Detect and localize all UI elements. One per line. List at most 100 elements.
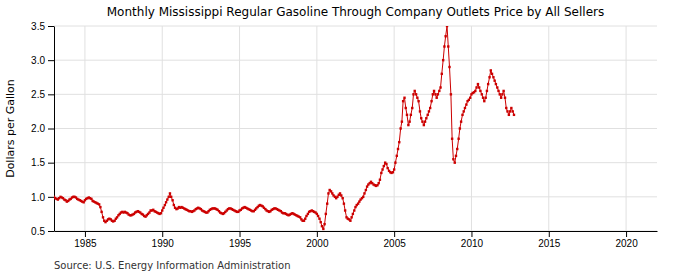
point <box>304 218 306 220</box>
grid-line <box>316 26 317 231</box>
y-tick-mark <box>48 231 54 232</box>
grid-line <box>84 26 85 231</box>
y-tick-label: 2.5 <box>31 89 45 100</box>
point <box>477 83 479 85</box>
point <box>398 141 400 143</box>
x-tick-label: 1995 <box>229 238 252 249</box>
point <box>327 192 329 194</box>
point <box>512 110 514 112</box>
x-tick-label: 2015 <box>538 238 561 249</box>
x-tick-mark <box>394 231 395 237</box>
point <box>402 100 404 102</box>
point <box>414 90 416 92</box>
x-tick: 1995 <box>229 231 252 249</box>
point <box>350 216 352 218</box>
point <box>427 114 429 116</box>
point <box>316 213 318 215</box>
point <box>465 103 467 105</box>
x-tick: 1985 <box>74 231 97 249</box>
grid-line <box>394 26 395 231</box>
grid-line <box>54 94 657 95</box>
grid-line <box>54 128 657 129</box>
chart: 198519901995200020052010201520200.51.01.… <box>0 0 675 275</box>
point <box>90 198 92 200</box>
point <box>379 179 381 181</box>
point <box>354 206 356 208</box>
point <box>406 114 408 116</box>
y-tick-label: 3.0 <box>31 55 45 66</box>
point <box>432 93 434 95</box>
point <box>493 79 495 81</box>
point <box>343 202 345 204</box>
grid-line <box>54 196 657 197</box>
point <box>410 114 412 116</box>
point <box>380 172 382 174</box>
point <box>490 69 492 71</box>
point <box>464 107 466 109</box>
point <box>320 221 322 223</box>
point <box>508 114 510 116</box>
x-axis-line <box>55 231 658 232</box>
x-tick: 1990 <box>152 231 175 249</box>
point <box>479 90 481 92</box>
point <box>451 138 453 140</box>
point <box>502 90 504 92</box>
y-tick-mark <box>48 163 54 164</box>
point <box>504 97 506 99</box>
title: Monthly Mississippi Regular Gasoline Thr… <box>107 5 604 19</box>
x-tick-mark <box>240 231 241 237</box>
point <box>443 45 445 47</box>
point <box>394 161 396 163</box>
point <box>459 127 461 129</box>
point <box>376 184 378 186</box>
grid-line <box>54 26 657 27</box>
point <box>161 209 163 211</box>
point <box>358 200 360 202</box>
x-tick: 2015 <box>538 231 561 249</box>
point <box>430 100 432 102</box>
x-tick: 2010 <box>461 231 484 249</box>
point <box>362 196 364 198</box>
point <box>407 124 409 126</box>
point <box>468 99 470 101</box>
point <box>397 148 399 150</box>
point <box>442 59 444 61</box>
point <box>486 90 488 92</box>
point <box>487 83 489 85</box>
point <box>481 93 483 95</box>
grid-line <box>54 60 657 61</box>
point <box>450 93 452 95</box>
point <box>323 223 325 225</box>
point <box>505 107 507 109</box>
y-tick: 3.0 <box>31 55 54 66</box>
point <box>353 209 355 211</box>
x-tick-label: 1985 <box>74 238 97 249</box>
grid-line <box>162 26 163 231</box>
x-tick-label: 2005 <box>384 238 407 249</box>
point <box>484 97 486 99</box>
point <box>488 76 490 78</box>
point <box>421 120 423 122</box>
point <box>303 220 305 222</box>
point <box>482 97 484 99</box>
point <box>463 110 465 112</box>
point <box>330 190 332 192</box>
y-tick-label: 1.5 <box>31 157 45 168</box>
grid-line <box>548 26 549 231</box>
y-tick: 2.5 <box>31 89 54 100</box>
point <box>478 86 480 88</box>
x-tick: 2020 <box>615 231 638 249</box>
point <box>454 161 456 163</box>
point <box>456 148 458 150</box>
point <box>336 196 338 198</box>
y-axis-line <box>54 27 55 232</box>
grid-line <box>471 26 472 231</box>
point <box>357 202 359 204</box>
point <box>446 26 448 27</box>
point <box>162 207 164 209</box>
point <box>381 168 383 170</box>
point <box>412 93 414 95</box>
point <box>317 215 319 217</box>
point <box>506 110 508 112</box>
x-tick-mark <box>162 231 163 237</box>
